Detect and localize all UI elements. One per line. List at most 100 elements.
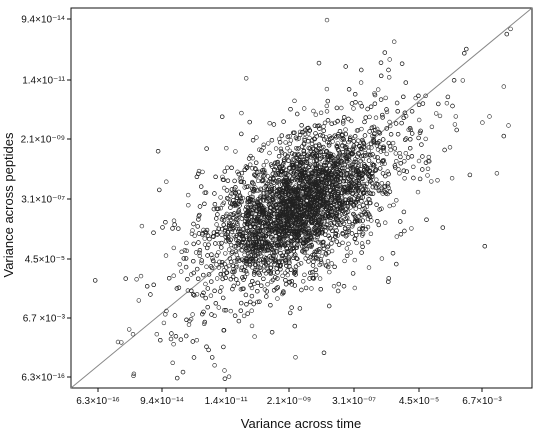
data-point	[401, 115, 406, 121]
data-point	[253, 166, 258, 171]
data-point	[362, 133, 368, 138]
data-point	[312, 175, 317, 180]
data-point	[261, 142, 266, 148]
data-point	[283, 241, 288, 247]
data-point	[239, 265, 245, 270]
data-point	[306, 204, 311, 210]
data-point	[313, 189, 319, 194]
data-point	[236, 228, 241, 234]
data-point	[134, 277, 139, 282]
data-point	[362, 168, 367, 173]
data-point	[123, 276, 128, 281]
data-point	[325, 244, 330, 250]
data-point	[251, 301, 256, 307]
data-point	[361, 183, 366, 189]
data-point	[358, 80, 364, 85]
data-point	[296, 231, 301, 236]
data-point	[289, 178, 294, 184]
data-point	[297, 158, 303, 163]
data-point	[191, 270, 196, 276]
data-point	[305, 238, 310, 243]
data-point	[288, 239, 293, 244]
data-point	[92, 278, 98, 283]
data-point	[287, 148, 293, 154]
data-point	[305, 195, 310, 200]
data-point	[324, 149, 329, 155]
data-point	[169, 331, 174, 336]
data-point	[251, 224, 257, 230]
data-point	[191, 292, 196, 297]
data-point	[192, 233, 197, 238]
data-point	[390, 140, 396, 146]
data-point	[370, 184, 375, 190]
data-point	[394, 100, 400, 106]
data-point	[248, 299, 253, 305]
data-point	[303, 194, 308, 200]
data-point	[408, 146, 413, 151]
data-point	[244, 248, 250, 253]
data-point	[179, 269, 184, 274]
data-point	[314, 255, 319, 260]
data-point	[247, 198, 252, 204]
data-point	[234, 233, 239, 238]
data-point	[291, 249, 296, 254]
data-point	[319, 259, 324, 264]
data-point	[293, 272, 298, 277]
data-point	[221, 200, 227, 206]
data-point	[271, 180, 276, 185]
data-point	[229, 229, 235, 235]
data-point	[360, 218, 365, 223]
data-point	[262, 168, 267, 173]
data-point	[397, 171, 402, 176]
data-point	[350, 191, 355, 197]
data-point	[313, 131, 318, 136]
data-point	[416, 135, 421, 141]
data-point	[202, 319, 208, 325]
data-point	[273, 254, 278, 259]
data-point	[244, 259, 249, 264]
data-point	[246, 221, 251, 226]
data-point	[245, 205, 251, 210]
data-point	[328, 206, 333, 211]
data-point	[329, 197, 334, 202]
data-point	[329, 241, 334, 246]
data-point	[343, 131, 348, 137]
data-point	[223, 251, 228, 256]
data-point	[295, 188, 301, 193]
data-point	[190, 312, 195, 317]
data-point	[336, 281, 341, 287]
data-point	[234, 258, 240, 263]
data-point	[307, 146, 313, 151]
data-point	[279, 259, 285, 264]
data-point	[236, 232, 242, 237]
data-point	[224, 265, 229, 270]
data-point	[282, 225, 287, 230]
data-point	[429, 124, 435, 130]
data-point	[321, 167, 326, 172]
data-point	[209, 279, 214, 284]
data-point	[391, 202, 396, 208]
data-point	[249, 244, 255, 249]
data-point	[284, 203, 289, 209]
data-point	[376, 87, 381, 92]
data-point	[346, 116, 351, 122]
data-point	[340, 240, 345, 246]
data-point	[317, 185, 322, 191]
data-point	[249, 293, 255, 299]
data-point	[364, 164, 369, 170]
data-point	[330, 228, 335, 234]
data-point	[417, 176, 423, 182]
data-point	[384, 126, 389, 131]
data-point	[244, 184, 249, 190]
data-point	[363, 226, 369, 232]
data-point	[220, 114, 225, 119]
data-point	[336, 148, 341, 153]
data-point	[248, 162, 253, 167]
data-point	[261, 214, 267, 220]
data-point	[317, 249, 322, 254]
data-point	[293, 355, 298, 360]
data-point	[222, 185, 227, 191]
data-point	[270, 277, 276, 283]
data-point	[282, 171, 287, 176]
data-point	[264, 190, 269, 195]
